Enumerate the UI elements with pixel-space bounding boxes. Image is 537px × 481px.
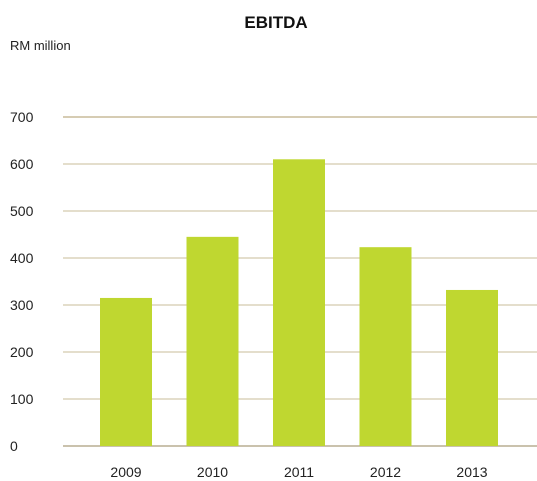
x-tick-label-2013: 2013 [456, 464, 487, 480]
y-tick-label-400: 400 [10, 250, 34, 266]
chart-title: EBITDA [244, 13, 307, 32]
x-tick-label-2011: 2011 [284, 464, 314, 480]
y-tick-label-500: 500 [10, 203, 34, 219]
y-tick-label-100: 100 [10, 391, 34, 407]
x-tick-label-2010: 2010 [197, 464, 228, 480]
y-tick-label-0: 0 [10, 438, 18, 454]
bar-2009 [100, 297, 152, 446]
y-axis-ticks: 0 100 200 300 400 500 600 700 [10, 109, 34, 454]
x-tick-label-2012: 2012 [370, 464, 401, 480]
y-tick-label-300: 300 [10, 297, 34, 313]
x-tick-label-2009: 2009 [110, 464, 141, 480]
x-axis-ticks: 2009 2010 2011 2012 2013 [110, 464, 487, 480]
bars [100, 159, 498, 447]
y-tick-label-600: 600 [10, 156, 34, 172]
y-tick-label-700: 700 [10, 109, 34, 125]
bar-2012 [359, 247, 412, 446]
bar-2013 [446, 289, 498, 446]
unit-label: RM million [10, 38, 71, 53]
y-tick-label-200: 200 [10, 344, 34, 360]
bar-2010 [186, 236, 239, 446]
bar-2011 [273, 159, 325, 447]
